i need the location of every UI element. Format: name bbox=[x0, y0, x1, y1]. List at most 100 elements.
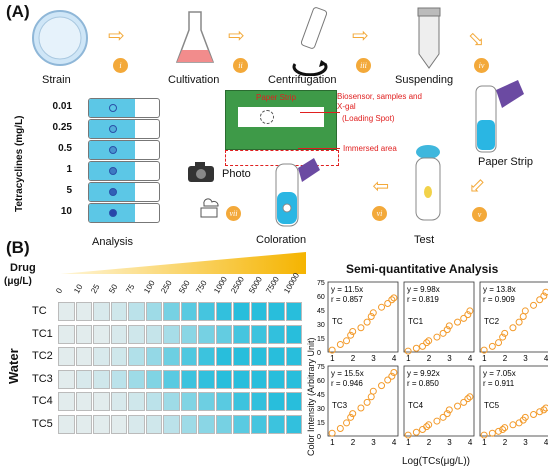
strip-cell bbox=[268, 392, 285, 411]
fit-equation: y = 13.8x bbox=[483, 285, 516, 294]
strip-cell bbox=[58, 414, 75, 434]
strip-cell bbox=[180, 324, 197, 344]
strip-cell bbox=[58, 302, 75, 321]
data-point bbox=[443, 326, 451, 334]
strip-cell bbox=[58, 392, 75, 411]
fit-r: r = 0.946 bbox=[331, 379, 363, 388]
data-point bbox=[445, 322, 453, 330]
chart-xlabel: Log(TCs(μg/L)) bbox=[402, 456, 470, 467]
strip-cell bbox=[285, 369, 302, 389]
drug-tick-label: 1000 bbox=[211, 275, 229, 295]
strip-cell bbox=[215, 324, 232, 344]
strip-cell bbox=[93, 392, 110, 411]
y-tick: 30 bbox=[317, 322, 325, 329]
subplot-frame bbox=[403, 365, 475, 437]
x-tick: 4 bbox=[468, 354, 473, 363]
data-point bbox=[488, 342, 496, 350]
fit-equation: y = 9.98x bbox=[407, 285, 440, 294]
strip-cell bbox=[268, 347, 285, 366]
strip-window bbox=[238, 107, 324, 127]
y-tick: 15 bbox=[317, 420, 325, 427]
suspension-tube-icon bbox=[417, 7, 441, 69]
data-point bbox=[509, 421, 517, 429]
stage-paper-strip: Paper Strip bbox=[478, 156, 534, 168]
data-point bbox=[499, 333, 507, 341]
y-tick: 60 bbox=[317, 294, 325, 301]
step-2: ii bbox=[233, 58, 248, 73]
analysis-strip bbox=[88, 119, 160, 139]
x-tick: 1 bbox=[330, 354, 335, 363]
data-point bbox=[501, 424, 509, 432]
data-point bbox=[412, 428, 420, 436]
x-tick: 3 bbox=[447, 354, 452, 363]
fit-r: r = 0.819 bbox=[407, 295, 439, 304]
data-point bbox=[540, 406, 548, 414]
strip-cell bbox=[250, 302, 267, 321]
strip-cell bbox=[268, 414, 285, 434]
data-point bbox=[388, 372, 396, 380]
subplot-frame bbox=[479, 365, 548, 437]
series-name: TC bbox=[332, 317, 343, 326]
x-tick: 3 bbox=[371, 354, 376, 363]
conc-axis-label: Tetracyclines (mg/L) bbox=[14, 115, 25, 212]
conc-label: 1 bbox=[66, 164, 72, 175]
data-point bbox=[454, 318, 462, 326]
fit-r: r = 0.911 bbox=[483, 379, 515, 388]
data-point bbox=[480, 346, 488, 354]
strip-cell bbox=[180, 369, 197, 389]
x-tick: 4 bbox=[468, 438, 473, 447]
arrow-icon: ⇨ bbox=[372, 175, 389, 197]
strip-cell bbox=[250, 414, 267, 434]
strip-cell bbox=[268, 369, 285, 389]
concentration-gradient bbox=[60, 252, 306, 274]
y-tick: 30 bbox=[317, 406, 325, 413]
step-3: iii bbox=[356, 58, 371, 73]
data-point bbox=[336, 425, 344, 433]
inset-title: Paper Strip bbox=[256, 93, 297, 102]
cloud-computer-icon bbox=[200, 198, 219, 218]
drug-label: Drug bbox=[10, 262, 36, 274]
series-name: TC3 bbox=[332, 401, 348, 410]
y-tick: 45 bbox=[317, 308, 325, 315]
strip-cell bbox=[110, 414, 127, 434]
data-point bbox=[521, 307, 529, 315]
matrix-label: Water bbox=[6, 348, 21, 384]
data-point bbox=[349, 327, 357, 335]
strip-cell bbox=[250, 369, 267, 389]
series-name: TC5 bbox=[484, 401, 500, 410]
drug-tick-label: 7500 bbox=[264, 275, 281, 295]
strip-cell bbox=[233, 302, 250, 321]
stage-strain: Strain bbox=[42, 74, 71, 86]
test-tube-icon bbox=[415, 145, 441, 221]
x-tick: 2 bbox=[427, 438, 432, 447]
data-point bbox=[495, 339, 503, 347]
data-point bbox=[343, 419, 351, 427]
strip-cell bbox=[110, 347, 127, 366]
analysis-strip bbox=[88, 161, 160, 181]
strip-cell bbox=[145, 414, 162, 434]
drug-tick-label: 10000 bbox=[281, 271, 301, 295]
strip-cell bbox=[198, 414, 215, 434]
paper-strip-inset: Paper Strip bbox=[225, 90, 337, 150]
strip-cell bbox=[128, 369, 145, 389]
data-point bbox=[367, 313, 375, 321]
analysis-strip bbox=[88, 203, 160, 223]
conc-label: 0.25 bbox=[52, 122, 72, 133]
data-point bbox=[369, 387, 377, 395]
fit-r: r = 0.857 bbox=[331, 295, 363, 304]
arrow-icon: ⇨ bbox=[462, 172, 491, 200]
drug-tick-label: 75 bbox=[124, 282, 137, 295]
y-tick: 0 bbox=[317, 350, 321, 357]
data-point bbox=[419, 342, 427, 350]
data-point bbox=[466, 307, 474, 315]
data-point bbox=[499, 425, 507, 433]
data-point bbox=[460, 314, 468, 322]
x-tick: 3 bbox=[371, 438, 376, 447]
data-point bbox=[454, 402, 462, 410]
strip-cell bbox=[145, 302, 162, 321]
drug-tick-label: 250 bbox=[159, 278, 174, 295]
row-label: TC bbox=[32, 305, 47, 317]
row-label: TC2 bbox=[32, 350, 53, 362]
strip-cell bbox=[75, 347, 92, 366]
x-tick: 2 bbox=[351, 438, 356, 447]
